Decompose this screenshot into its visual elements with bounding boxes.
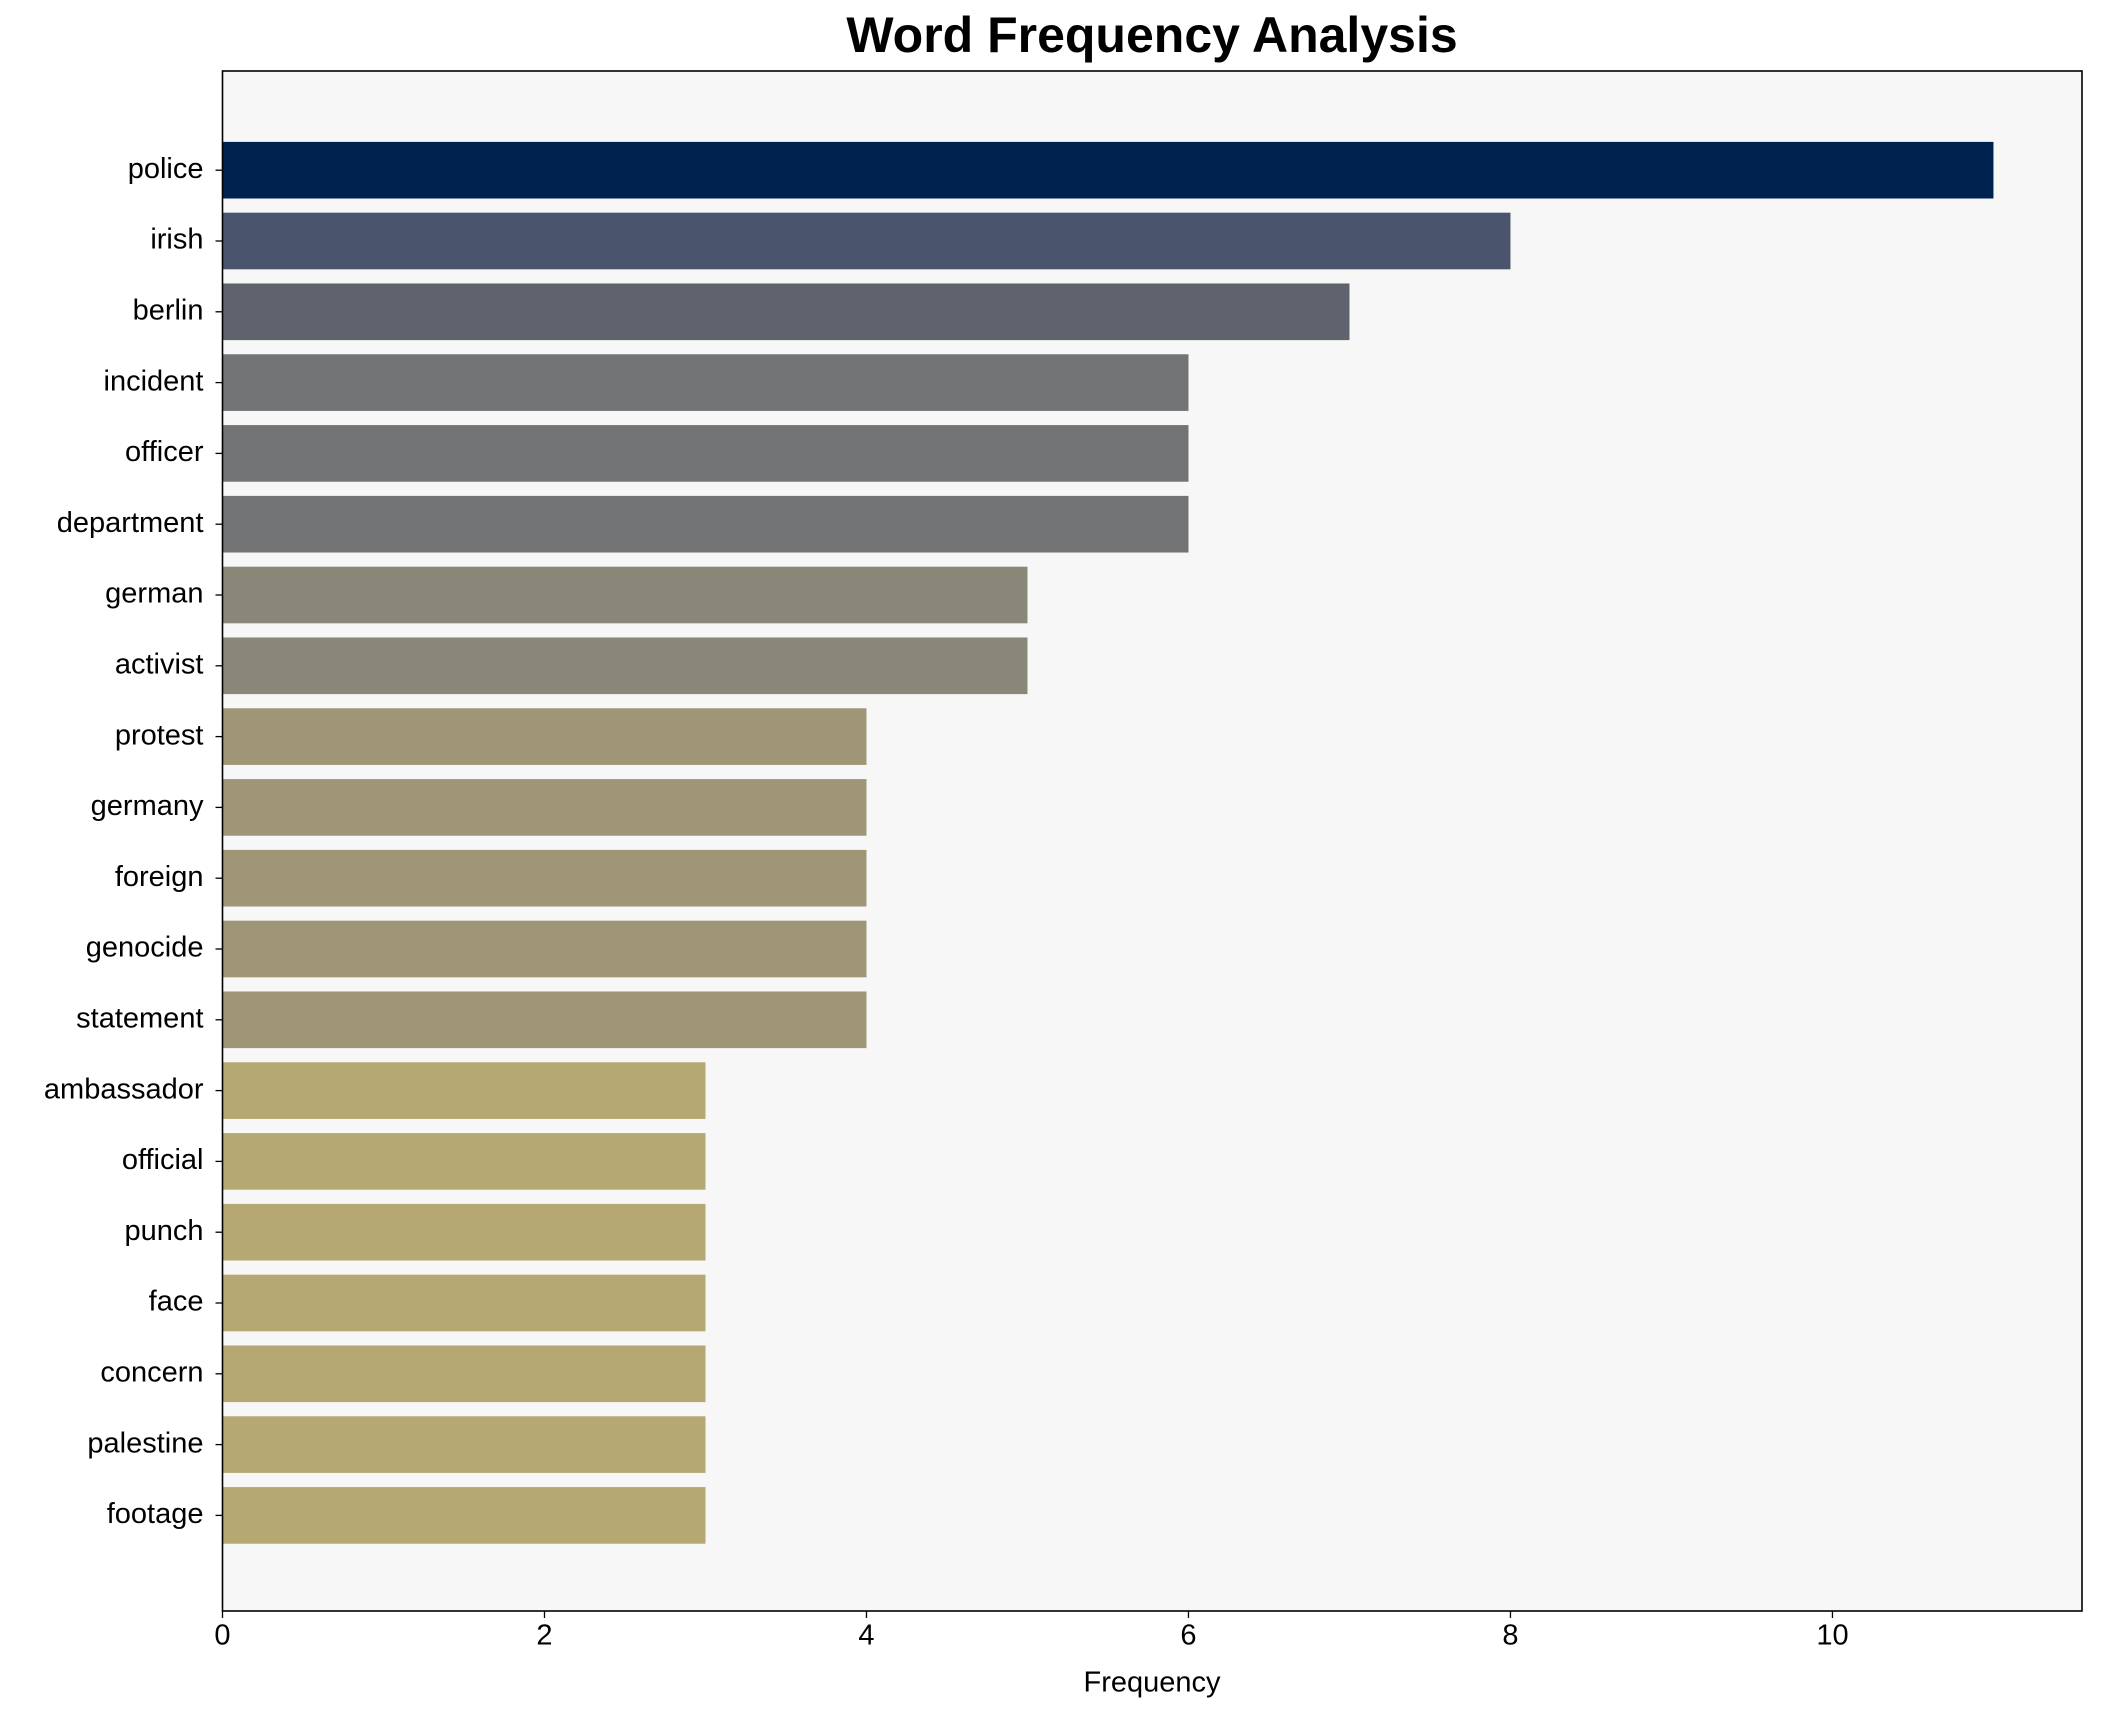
bar xyxy=(222,354,1189,411)
x-tick-label: 10 xyxy=(1816,1620,1848,1652)
bar xyxy=(222,141,1994,199)
bar xyxy=(222,1487,706,1544)
y-tick-label: incident xyxy=(104,365,204,397)
bar xyxy=(222,1274,706,1332)
bar xyxy=(222,849,867,907)
y-tick-label: footage xyxy=(107,1498,204,1530)
bar xyxy=(222,779,867,836)
chart-title: Word Frequency Analysis xyxy=(846,7,1457,63)
y-tick-label: irish xyxy=(150,224,203,256)
x-tick-label: 4 xyxy=(858,1620,874,1652)
x-tick-label: 2 xyxy=(536,1620,552,1652)
y-tick-label: official xyxy=(122,1144,204,1176)
bar xyxy=(222,991,867,1049)
y-tick-label: statement xyxy=(76,1002,203,1034)
y-tick-label: face xyxy=(149,1286,204,1318)
x-tick-label: 8 xyxy=(1502,1620,1518,1652)
bar xyxy=(222,637,1028,695)
bar xyxy=(222,283,1350,341)
y-tick-label: punch xyxy=(124,1215,203,1247)
bar xyxy=(222,425,1189,482)
bar xyxy=(222,1133,706,1190)
y-tick-label: concern xyxy=(100,1356,203,1388)
x-axis-label: Frequency xyxy=(1083,1667,1221,1699)
y-tick-label: department xyxy=(57,507,204,539)
x-tick-label: 6 xyxy=(1180,1620,1196,1652)
y-tick-label: protest xyxy=(115,719,204,751)
bar xyxy=(222,495,1189,553)
bar xyxy=(222,1062,706,1119)
bar xyxy=(222,1345,706,1403)
y-tick-label: police xyxy=(128,153,204,185)
bar xyxy=(222,566,1028,624)
y-tick-label: ambassador xyxy=(44,1073,204,1105)
y-tick-label: berlin xyxy=(133,294,204,326)
y-tick-label: genocide xyxy=(86,932,204,964)
bar xyxy=(222,920,867,978)
bar xyxy=(222,212,1511,270)
y-tick-label: palestine xyxy=(87,1427,203,1459)
y-tick-label: foreign xyxy=(115,861,204,893)
y-tick-label: germany xyxy=(91,790,204,822)
axes-frame xyxy=(221,70,2083,1612)
bar xyxy=(222,1203,706,1261)
bar xyxy=(222,1416,706,1473)
y-tick-label: activist xyxy=(115,648,204,680)
x-tick-label: 0 xyxy=(214,1620,230,1652)
bar xyxy=(222,708,867,765)
y-tick-label: officer xyxy=(125,436,204,468)
y-tick-label: german xyxy=(105,578,203,610)
